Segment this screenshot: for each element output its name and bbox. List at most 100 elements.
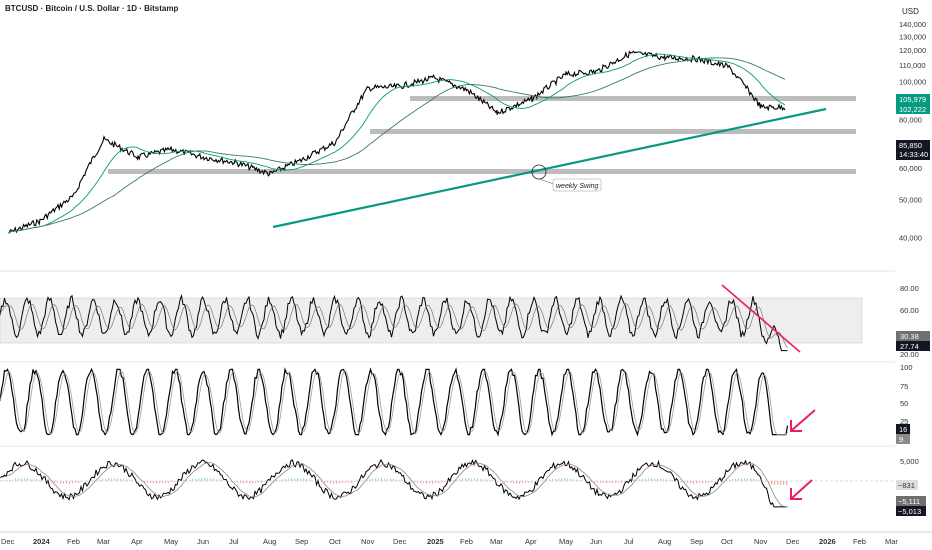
macd-histogram-bar (396, 479, 398, 481)
macd-histogram-bar (672, 479, 674, 481)
macd-histogram-bar (594, 481, 596, 483)
ascending-trendline[interactable] (272, 107, 827, 229)
price-tick: 130,000 (899, 33, 926, 42)
time-tick: Jun (590, 537, 602, 546)
macd-histogram-bar (321, 481, 323, 482)
macd-histogram-bar (492, 480, 494, 481)
macd-histogram-bar (696, 481, 698, 484)
macd-histogram-bar (306, 479, 308, 481)
macd-histogram-bar (375, 478, 377, 481)
macd-histogram-bar (18, 478, 20, 481)
macd-histogram-bar (255, 481, 257, 483)
stoch-tick: 25 (900, 417, 908, 426)
time-tick: Aug (658, 537, 671, 546)
macd-histogram-bar (462, 478, 464, 481)
macd-histogram-bar (705, 481, 707, 484)
time-tick: Oct (721, 537, 734, 546)
macd-histogram-bar (783, 481, 785, 485)
ma2-badge (896, 104, 930, 114)
macd-histogram-bar (330, 481, 332, 484)
macd-histogram-bar (609, 481, 611, 484)
macd-histogram-bar (663, 479, 665, 481)
time-tick: Dec (786, 537, 800, 546)
macd-histogram-bar (237, 481, 239, 483)
time-tick: Sep (295, 537, 308, 546)
macd-histogram-bar (684, 481, 686, 483)
macd-histogram-bar (648, 478, 650, 481)
macd-histogram-bar (150, 481, 152, 483)
macd-histogram-bar (288, 478, 290, 481)
macd-histogram-bar (93, 480, 95, 481)
rsi-downtrend-line[interactable] (721, 284, 801, 353)
last-price-badge (896, 140, 930, 160)
macd-histogram-bar (69, 481, 71, 484)
macd-histogram-bar (198, 478, 200, 481)
support-band (108, 169, 856, 174)
macd-histogram-bar (732, 478, 734, 481)
macd-histogram-bar (744, 478, 746, 481)
macd-histogram-bar (147, 481, 149, 483)
time-tick: Dec (393, 537, 407, 546)
macd-histogram-bar (105, 479, 107, 481)
macd-tick: 5,000 (900, 457, 919, 466)
macd-histogram-bar (639, 479, 641, 481)
macd-histogram-bar (591, 481, 593, 483)
stoch-badge-text: 9 (899, 435, 903, 444)
macd-histogram-bar (786, 481, 788, 485)
macd-histogram-bar (477, 478, 479, 481)
macd-histogram-bar (699, 481, 701, 483)
countdown-text: 14:33:40 (899, 150, 928, 159)
macd-histogram-bar (303, 478, 305, 481)
macd-histogram-bar (603, 481, 605, 483)
time-tick: Mar (885, 537, 898, 546)
macd-histogram-bar (354, 481, 356, 482)
macd-histogram-bar (312, 480, 314, 481)
macd-histogram-bar (189, 479, 191, 481)
annotation-box (552, 178, 602, 192)
macd-histogram-bar (258, 481, 260, 483)
macd-histogram-bar (621, 481, 623, 483)
macd-arrow-icon (790, 479, 813, 500)
macd-histogram-bar (561, 478, 563, 481)
time-tick: Nov (361, 537, 375, 546)
macd-badge (896, 506, 926, 516)
ma-fast-line (8, 53, 786, 234)
macd-histogram-bar (693, 481, 695, 484)
macd-histogram-bar (51, 481, 53, 483)
macd-histogram-bar (642, 478, 644, 481)
macd-histogram-bar (108, 478, 110, 481)
macd-histogram-bar (513, 481, 515, 484)
macd-histogram-bar (192, 478, 194, 481)
price-series (8, 50, 786, 234)
macd-series (0, 458, 788, 508)
macd-histogram-bar (204, 477, 206, 481)
macd-histogram-bar (33, 479, 35, 481)
stoch-badge (896, 424, 910, 434)
macd-histogram-bar (201, 478, 203, 481)
macd-histogram-bar (348, 481, 350, 483)
macd-histogram-bar (615, 481, 617, 483)
macd-histogram-bar (246, 481, 248, 484)
macd-histogram-bar (531, 481, 533, 483)
macd-histogram-bar (207, 478, 209, 481)
macd-histogram-bar (324, 481, 326, 483)
macd-histogram-bar (87, 481, 89, 482)
rsi-badge-text: 27.74 (900, 342, 919, 351)
macd-badge (896, 480, 918, 490)
macd-histogram-bar (264, 481, 266, 482)
macd-histogram-bar (498, 481, 500, 482)
time-tick: 2025 (427, 537, 444, 546)
macd-histogram-bar (369, 479, 371, 481)
macd-histogram-bar (516, 481, 518, 484)
macd-histogram-bar (519, 481, 521, 484)
macd-histogram-bar (435, 481, 437, 483)
macd-histogram-bar (579, 480, 581, 481)
macd-histogram-bar (747, 478, 749, 481)
macd-histogram-bar (273, 480, 275, 481)
macd-histogram-bar (309, 479, 311, 481)
time-tick: Feb (853, 537, 866, 546)
macd-histogram-bar (294, 478, 296, 481)
macd-histogram-bar (399, 479, 401, 481)
macd-histogram-bar (165, 481, 167, 483)
